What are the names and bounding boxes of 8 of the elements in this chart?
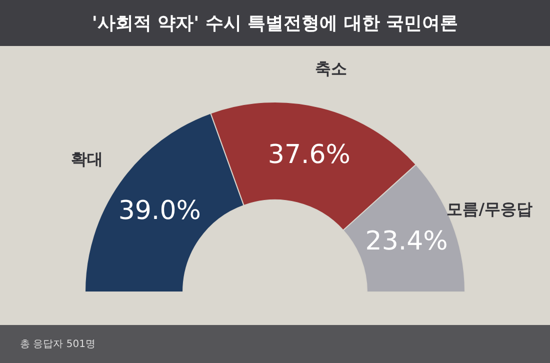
data-label: 39.0% <box>118 196 201 226</box>
slice-label: 축소 <box>314 58 347 78</box>
text: 총 응답자 501명 <box>20 339 96 350</box>
slice-label: 모름/무응답 <box>446 199 533 218</box>
data-label: 37.6% <box>268 140 351 170</box>
data-label: 23.4% <box>365 226 448 256</box>
chart-title: '사회적 약자' 수시 특별전형에 대한 국민여론 <box>92 13 458 34</box>
slice-label: 확대 <box>70 150 103 169</box>
